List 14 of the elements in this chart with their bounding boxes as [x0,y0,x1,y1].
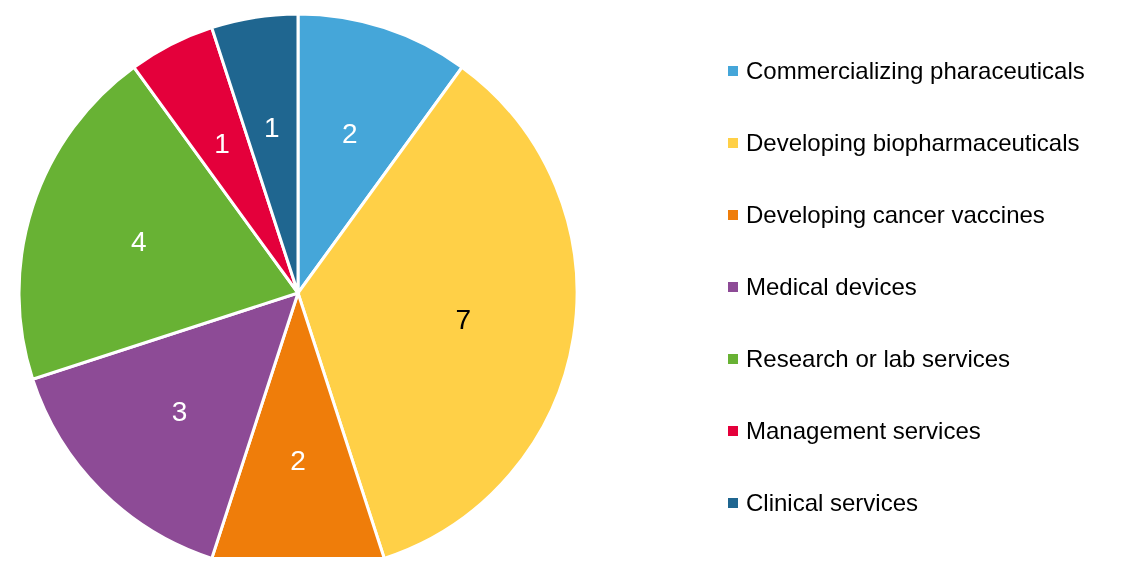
legend-label: Developing cancer vaccines [746,200,1045,229]
legend-label: Research or lab services [746,344,1011,373]
legend-label: Developing biopharmaceuticals [746,128,1080,157]
legend-label: Clinical services [746,488,919,517]
legend-label: Commercializing pharaceuticals [746,56,1085,85]
data-label: 1 [264,112,280,144]
legend-label: Medical devices [746,272,917,301]
data-label: 3 [171,395,188,427]
data-label: 2 [341,118,358,150]
data-label: 4 [131,225,147,257]
data-label: 7 [455,303,472,335]
legend-label: Management services [746,416,981,445]
data-label: 2 [290,444,306,476]
data-label: 1 [214,128,230,160]
